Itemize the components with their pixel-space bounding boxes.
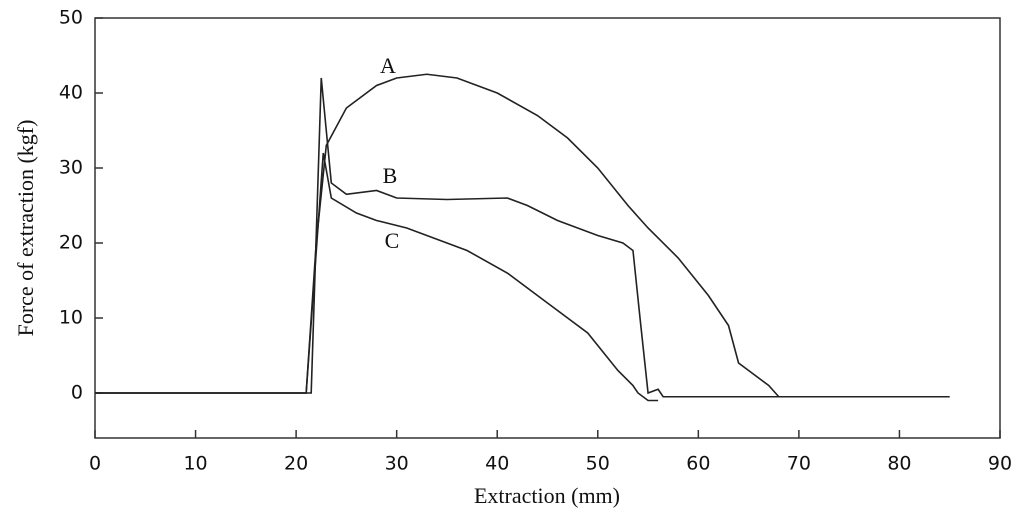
x-tick-label: 50 [586, 453, 610, 475]
y-tick-label: 0 [71, 382, 83, 404]
x-tick-label: 70 [787, 453, 811, 475]
x-tick-label: 80 [887, 453, 911, 475]
series-line [95, 73, 950, 398]
y-axis-label: Force of extraction (kgf) [13, 120, 38, 337]
y-tick-label: 30 [59, 157, 83, 179]
plot-frame [94, 17, 1001, 439]
series-label: B [383, 163, 398, 188]
y-tick-label: 20 [59, 232, 83, 254]
x-tick-label: 0 [89, 453, 101, 475]
y-tick-label: 50 [59, 7, 83, 29]
x-tick-label: 40 [485, 453, 509, 475]
x-tick-label: 90 [988, 453, 1012, 475]
y-tick-label: 10 [59, 307, 83, 329]
x-axis-label: Extraction (mm) [474, 483, 620, 508]
series-line [95, 152, 659, 402]
x-tick-label: 10 [183, 453, 207, 475]
series-line [95, 77, 840, 398]
series-label: C [385, 228, 400, 253]
x-tick-label: 30 [385, 453, 409, 475]
x-tick-label: 60 [686, 453, 710, 475]
y-tick-label: 40 [59, 82, 83, 104]
x-tick-label: 20 [284, 453, 308, 475]
series-label: A [380, 53, 396, 78]
